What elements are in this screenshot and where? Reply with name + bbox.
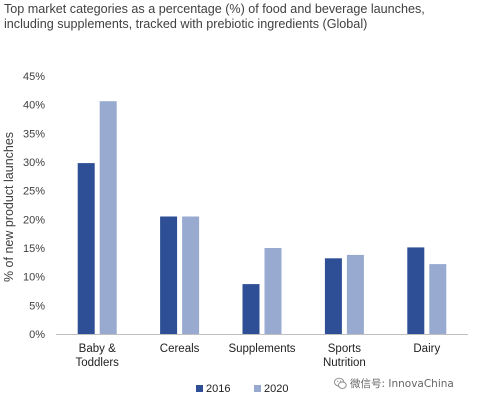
legend-swatch-2020 [254, 385, 261, 392]
y-tick-label: 5% [29, 300, 45, 312]
bar-2016-3 [324, 258, 342, 334]
y-tick-label: 10% [23, 272, 45, 284]
bar-2020-0 [99, 101, 117, 334]
legend-label-2020: 2020 [264, 383, 289, 395]
wechat-icon [334, 377, 347, 389]
x-axis-tick-labels: Baby & Toddlers Cereals Supplements Sports Nu… [75, 343, 440, 369]
chart-title-line-2: including supplements, tracked with preb… [4, 17, 368, 31]
y-tick-label: 45% [23, 71, 45, 83]
y-tick-label: 0% [29, 329, 45, 341]
y-tick-label: 40% [23, 100, 45, 112]
bar-2020-3 [346, 254, 364, 334]
bar-2020-4 [429, 264, 447, 334]
watermark: 微信号: InnovaChina [334, 376, 454, 391]
x-tick-label: Toddlers [75, 357, 119, 369]
y-tick-label: 15% [23, 243, 45, 255]
chart-title-line-1: Top market categories as a percentage (%… [4, 2, 425, 16]
legend-item-2016: 2016 [196, 383, 230, 395]
y-axis-ticks: 0% 5% 10% 15% 20% 25% 30% 35% 40% 45% [23, 71, 45, 341]
bar-2016-1 [160, 216, 178, 334]
bar-chart: % of new product launches 0% 5% 10% 15% 20% 2… [2, 71, 468, 369]
bar-2020-1 [182, 216, 200, 334]
legend-label-2016: 2016 [206, 383, 231, 395]
x-tick-label: Baby & [79, 343, 116, 355]
x-tick-label: Supplements [228, 343, 295, 355]
legend-swatch-2016 [196, 385, 203, 392]
bar-2016-4 [407, 247, 425, 334]
y-tick-label: 35% [23, 128, 45, 140]
legend-item-2020: 2020 [254, 383, 288, 395]
x-tick-label: Dairy [413, 343, 440, 355]
chart-title: Top market categories as a percentage (%… [4, 2, 480, 32]
x-tick-label: Cereals [160, 343, 200, 355]
y-tick-label: 20% [23, 214, 45, 226]
watermark-text: 微信号: InnovaChina [350, 378, 454, 390]
y-tick-label: 30% [23, 157, 45, 169]
x-tick-label: Sports [328, 343, 361, 355]
bar-2016-0 [77, 163, 95, 334]
bars [77, 101, 447, 334]
y-axis-label: % of new product launches [2, 132, 16, 282]
bar-2020-2 [264, 248, 282, 334]
x-tick-label: Nutrition [323, 357, 366, 369]
bar-2016-2 [242, 284, 260, 334]
y-tick-label: 25% [23, 186, 45, 198]
